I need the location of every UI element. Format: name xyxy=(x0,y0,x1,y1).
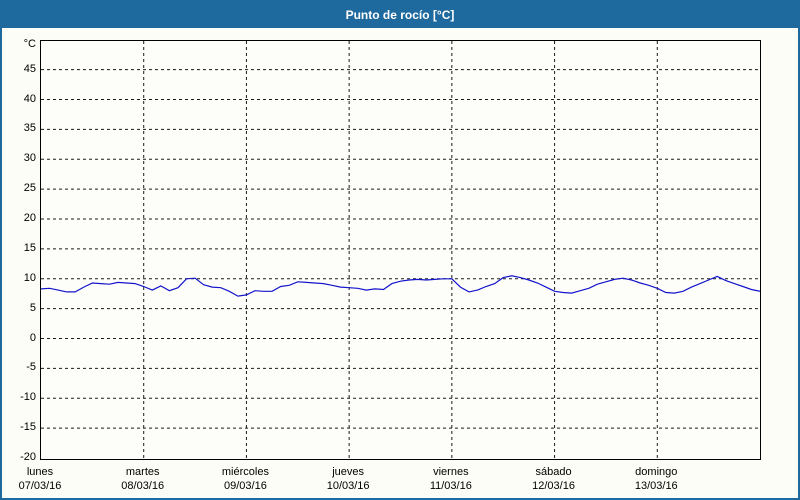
chart-title: Punto de rocío [°C] xyxy=(345,8,455,22)
y-tick-label-15: 15 xyxy=(23,241,36,254)
y-tick-label--5: -5 xyxy=(26,361,36,374)
x-date-label-3: 10/03/16 xyxy=(326,480,370,492)
x-date-label-5: 12/03/16 xyxy=(532,480,575,492)
x-day-label-6: domingo xyxy=(635,466,678,478)
y-tick-label-10: 10 xyxy=(23,271,36,284)
y-tick-label--20: -20 xyxy=(20,451,36,463)
y-tick-label--15: -15 xyxy=(20,421,36,434)
x-day-label-3: jueves xyxy=(332,466,365,478)
dewpoint-series-line xyxy=(41,275,760,297)
x-date-label-4: 11/03/16 xyxy=(429,480,472,492)
y-tick-label-35: 35 xyxy=(23,122,36,135)
y-tick-label-20: 20 xyxy=(23,212,36,225)
x-day-label-5: sábado xyxy=(535,466,572,478)
x-date-label-1: 08/03/16 xyxy=(121,480,165,492)
x-day-label-2: miércoles xyxy=(221,466,269,478)
y-tick-label-0: 0 xyxy=(29,331,36,344)
y-tick-label-40: 40 xyxy=(23,92,36,105)
y-axis-unit-label: °C xyxy=(23,38,36,50)
y-tick-label-25: 25 xyxy=(23,182,36,195)
x-date-label-0: 07/03/16 xyxy=(18,480,62,492)
x-day-label-0: lunes xyxy=(26,466,54,478)
y-tick-label-45: 45 xyxy=(23,62,36,75)
chart-title-bar: Punto de rocío [°C] xyxy=(2,2,798,28)
plot-area xyxy=(40,40,761,460)
x-date-label-2: 09/03/16 xyxy=(224,480,267,492)
x-day-label-4: viernes xyxy=(433,466,469,478)
y-tick-label-5: 5 xyxy=(29,301,36,314)
dewpoint-line-chart xyxy=(41,41,760,459)
x-day-label-1: martes xyxy=(125,466,160,478)
y-tick-label--10: -10 xyxy=(20,391,36,404)
y-tick-label-30: 30 xyxy=(23,152,36,165)
x-date-label-6: 13/03/16 xyxy=(634,480,678,492)
